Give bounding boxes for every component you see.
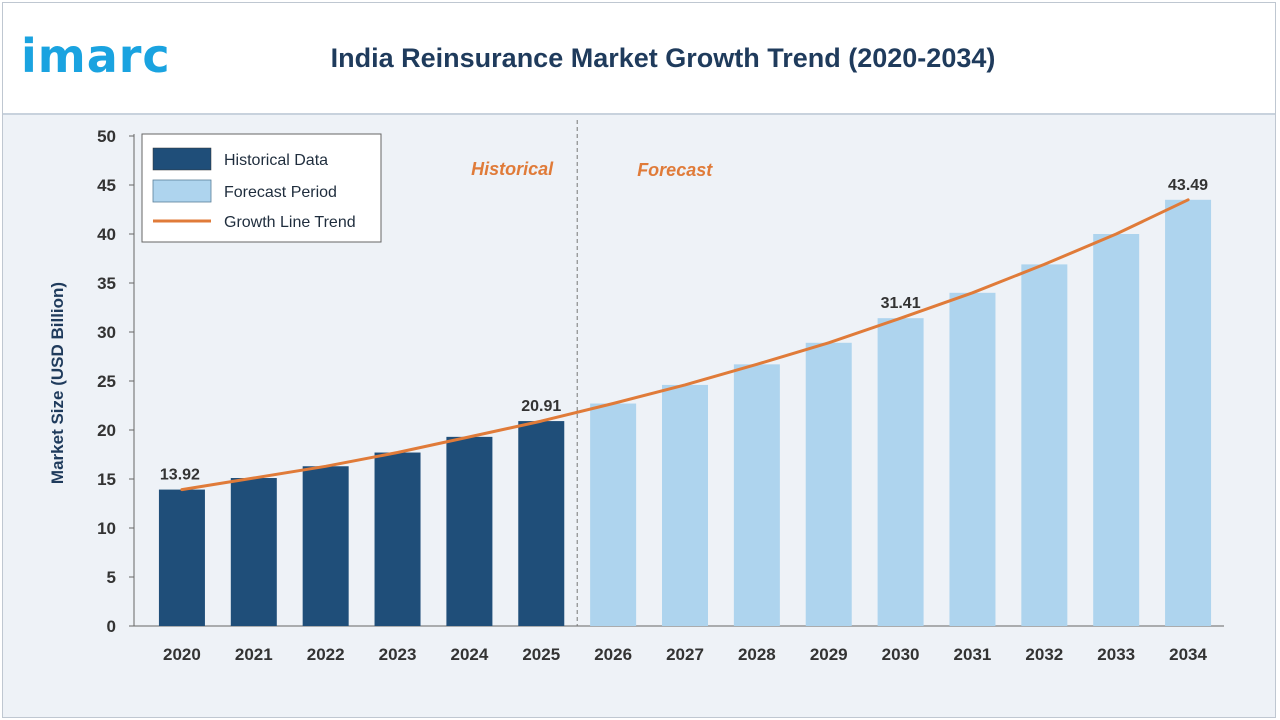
imarc-logo: imarc bbox=[21, 29, 171, 83]
historical-bar-2022 bbox=[302, 466, 349, 626]
y-tick-label: 40 bbox=[97, 225, 116, 244]
x-tick-label: 2021 bbox=[235, 645, 273, 664]
header: imarc India Reinsurance Market Growth Tr… bbox=[3, 3, 1275, 113]
forecast-bar-2026 bbox=[590, 403, 637, 626]
x-tick-label: 2032 bbox=[1025, 645, 1063, 664]
forecast-bar-2033 bbox=[1093, 234, 1140, 626]
header-divider bbox=[3, 113, 1275, 115]
forecast-bar-2034 bbox=[1165, 199, 1212, 626]
x-tick-label: 2020 bbox=[163, 645, 201, 664]
legend-label: Growth Line Trend bbox=[224, 214, 356, 231]
y-tick-label: 45 bbox=[97, 176, 116, 195]
x-tick-label: 2030 bbox=[882, 645, 920, 664]
y-axis-title: Market Size (USD Billion) bbox=[48, 282, 67, 484]
forecast-bar-2028 bbox=[733, 364, 780, 626]
forecast-bar-2031 bbox=[949, 292, 996, 626]
historical-phase-label: Historical bbox=[471, 159, 554, 179]
forecast-bar-2027 bbox=[662, 384, 708, 626]
x-tick-label: 2023 bbox=[379, 645, 417, 664]
legend-swatch-historical bbox=[152, 147, 212, 171]
historical-bar-2025 bbox=[518, 421, 565, 626]
legend-label: Historical Data bbox=[224, 152, 328, 169]
forecast-phase-label: Forecast bbox=[637, 160, 713, 180]
legend-label: Forecast Period bbox=[224, 184, 337, 201]
y-tick-label: 10 bbox=[97, 519, 116, 538]
x-tick-label: 2027 bbox=[666, 645, 704, 664]
x-tick-label: 2033 bbox=[1097, 645, 1135, 664]
data-label: 20.91 bbox=[521, 398, 561, 415]
legend-swatch-forecast bbox=[152, 179, 212, 203]
historical-bar-2023 bbox=[374, 452, 421, 626]
x-tick-label: 2029 bbox=[810, 645, 848, 664]
y-tick-label: 35 bbox=[97, 274, 116, 293]
y-tick-label: 5 bbox=[107, 568, 116, 587]
historical-bar-2021 bbox=[230, 478, 277, 626]
data-label: 43.49 bbox=[1168, 177, 1208, 194]
historical-bar-2020 bbox=[158, 489, 205, 626]
y-tick-label: 15 bbox=[97, 470, 116, 489]
data-label: 13.92 bbox=[160, 467, 200, 484]
y-tick-label: 20 bbox=[97, 421, 116, 440]
data-label: 31.41 bbox=[881, 295, 921, 312]
page-title: India Reinsurance Market Growth Trend (2… bbox=[330, 43, 996, 73]
x-tick-label: 2028 bbox=[738, 645, 776, 664]
y-tick-label: 30 bbox=[97, 323, 116, 342]
forecast-bar-2030 bbox=[877, 318, 924, 626]
y-tick-label: 0 bbox=[107, 617, 116, 636]
growth-trend-line bbox=[180, 198, 1190, 492]
x-tick-label: 2034 bbox=[1169, 645, 1207, 664]
forecast-bar-2029 bbox=[805, 342, 852, 626]
x-tick-label: 2025 bbox=[522, 645, 560, 664]
y-tick-label: 25 bbox=[97, 372, 116, 391]
y-tick-label: 50 bbox=[97, 127, 116, 146]
x-tick-label: 2024 bbox=[450, 645, 488, 664]
x-tick-label: 2031 bbox=[954, 645, 992, 664]
forecast-bar-2032 bbox=[1021, 264, 1068, 626]
historical-bar-2024 bbox=[446, 436, 493, 626]
x-tick-label: 2022 bbox=[307, 645, 345, 664]
x-tick-label: 2026 bbox=[594, 645, 632, 664]
